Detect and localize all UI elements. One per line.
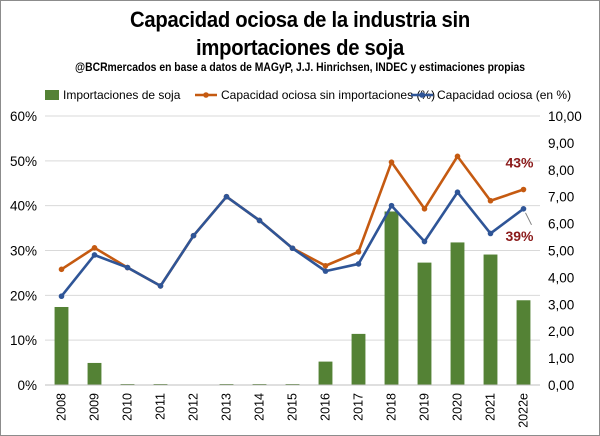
x-tick-label: 2012 [187, 393, 201, 421]
line-point [520, 186, 527, 193]
legend-label: Importaciones de soja [63, 88, 181, 102]
chart-title: Capacidad ociosa de la industria sin imp… [24, 6, 576, 62]
x-tick-label: 2008 [55, 393, 69, 421]
y-right-tick-label: 7,00 [548, 190, 574, 205]
line-point [322, 262, 329, 269]
x-tick-label: 2014 [253, 393, 267, 421]
y-left-tick-label: 30% [10, 244, 37, 259]
y-left-tick-label: 0% [17, 378, 37, 393]
y-right-tick-label: 3,00 [548, 297, 574, 312]
x-tick-label: 2010 [121, 393, 135, 421]
legend: Importaciones de soja Capacidad ociosa si… [45, 88, 571, 102]
legend-swatch [45, 90, 59, 100]
y-right-tick-label: 9,00 [548, 136, 574, 151]
annotations-group: 43% 39% [505, 155, 534, 244]
y-left-tick-label: 10% [10, 333, 37, 348]
y-left-tick-label: 20% [10, 288, 37, 303]
line-point [388, 202, 395, 209]
y-right-tick-label: 8,00 [548, 163, 574, 178]
line-point [223, 193, 230, 200]
bars-group [54, 211, 531, 385]
bar [450, 242, 465, 385]
line-point [454, 189, 461, 196]
line-point [58, 293, 65, 300]
line-point [355, 261, 362, 267]
line-point [322, 268, 329, 274]
line-point [91, 252, 98, 258]
x-tick-label: 2018 [385, 393, 399, 421]
y-right-tick-label: 0,00 [548, 378, 574, 393]
line-point [520, 206, 527, 212]
line-point [58, 266, 65, 273]
legend-label: Capacidad ociosa (en %) [437, 88, 571, 102]
line-point [454, 153, 461, 160]
bar [87, 362, 102, 385]
y-left-tick-label: 60% [10, 109, 37, 124]
y-left-tick-label: 40% [10, 199, 37, 214]
bar [384, 211, 399, 385]
legend-marker [203, 92, 209, 98]
x-tick-label: 2017 [352, 393, 366, 421]
chart-title-line1: Capacidad ociosa de la industria sin [130, 7, 470, 32]
chart-subtitle: @BCRmercados en base a datos de MAGyP, J… [75, 62, 525, 74]
grid-lines [45, 115, 540, 341]
x-tick-label: 2013 [220, 393, 234, 421]
line-point [91, 245, 98, 251]
legend-label: Capacidad ociosa sin importaciones (%) [221, 88, 435, 102]
line-point [157, 283, 164, 289]
lines-group [58, 153, 527, 300]
axes-group: 0% 10% 20% 30% 40% 50% 60% 0,00 1,00 2,00 3,00 4,00… [10, 109, 582, 428]
y-left-tick-label: 50% [10, 154, 37, 169]
line-point [289, 245, 296, 252]
x-tick-label: 2015 [286, 393, 300, 421]
x-tick-label: 2009 [88, 393, 102, 421]
y-right-tick-label: 5,00 [548, 244, 574, 259]
line-point [421, 238, 428, 245]
x-tick-label: 2011 [154, 393, 168, 420]
line-point [124, 264, 131, 271]
data-annotation: 43% [505, 155, 534, 171]
bar [417, 262, 432, 385]
line-point [487, 197, 494, 204]
line-point [487, 230, 494, 237]
y-right-tick-label: 2,00 [548, 324, 574, 339]
x-tick-label: 2016 [319, 393, 333, 421]
bar [351, 333, 366, 385]
line-point [190, 232, 197, 239]
bar [318, 361, 333, 385]
line-point [256, 217, 263, 224]
line-point [421, 206, 428, 212]
data-annotation: 39% [505, 228, 534, 244]
y-right-tick-label: 4,00 [548, 270, 574, 285]
bar [54, 306, 69, 385]
y-right-tick-label: 6,00 [548, 217, 574, 232]
line-point [388, 159, 395, 165]
legend-marker [419, 92, 425, 98]
line-point [355, 249, 362, 255]
x-tick-label: 2022e [517, 393, 531, 428]
x-tick-label: 2019 [418, 393, 432, 421]
annotation-leader [525, 212, 532, 226]
chart-title-line2: importaciones de soja [196, 35, 404, 60]
x-tick-label: 2020 [451, 393, 465, 421]
y-right-tick-label: 10,00 [548, 109, 582, 124]
x-tick-label: 2021 [484, 393, 498, 421]
y-right-tick-label: 1,00 [548, 351, 574, 366]
bar [516, 300, 531, 385]
bar [483, 254, 498, 385]
